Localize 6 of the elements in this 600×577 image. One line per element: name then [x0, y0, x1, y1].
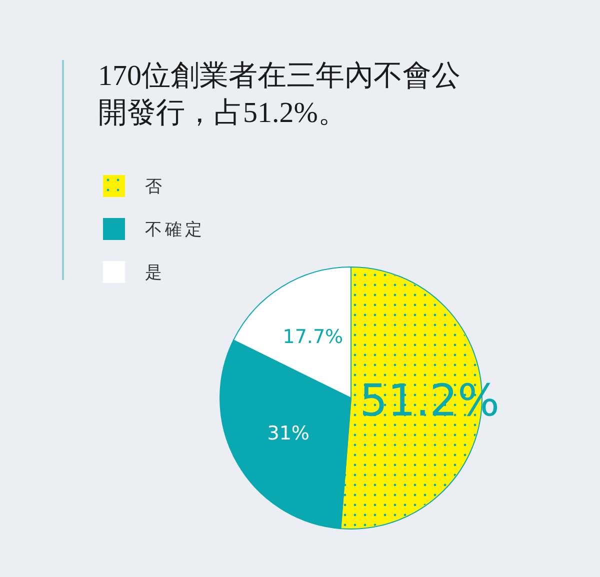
legend-label: 是 — [145, 262, 165, 284]
legend-label: 不確定 — [145, 218, 205, 240]
data-label: 17.7% — [282, 326, 344, 348]
legend-label: 否 — [145, 176, 165, 198]
chart-title: 170位創業者在三年內不會公開發行，占51.2%。 — [98, 59, 462, 131]
data-label: 31% — [267, 422, 310, 445]
